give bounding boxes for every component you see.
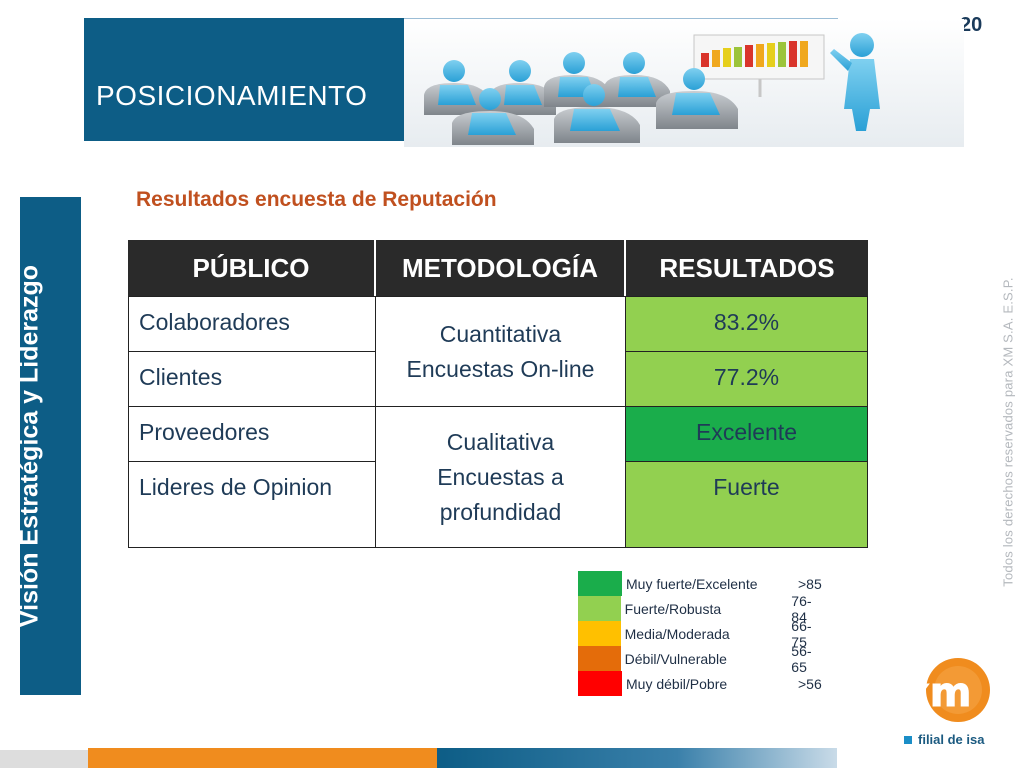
copyright-notice: Todos los derechos reservados para XM S.…	[1000, 277, 1016, 587]
result-clientes: 77.2%	[625, 351, 868, 407]
footer-bar-blue	[437, 748, 837, 768]
legend-swatch-debil	[578, 646, 621, 671]
result-lideres: Fuerte	[625, 461, 868, 548]
method-cell-cuantitativa: Cuantitativa Encuestas On-line	[375, 296, 626, 407]
row-publico-colaboradores: Colaboradores	[128, 296, 376, 352]
header-title: POSICIONAMIENTO	[96, 80, 368, 111]
legend-range-media: 66-75	[791, 617, 812, 650]
presenter-figure	[830, 33, 880, 131]
row-publico-proveedores: Proveedores	[128, 406, 376, 462]
legend-row-fuerte: Fuerte/Robusta 76-84	[578, 593, 826, 625]
header-divider	[404, 18, 838, 19]
legend-label-muy-fuerte: Muy fuerte/Excelente	[626, 575, 758, 592]
logo-square-icon	[904, 735, 912, 744]
legend-label-media: Media/Moderada	[624, 625, 730, 642]
logo-subtitle: filial de isa	[904, 732, 984, 747]
legend-swatch-muy-debil	[578, 671, 622, 696]
legend-range-muy-fuerte: >85	[798, 575, 822, 592]
result-colaboradores: 83.2%	[625, 296, 868, 352]
legend-row-media: Media/Moderada 66-75	[578, 618, 826, 650]
xm-logo: xm	[904, 658, 990, 722]
page-number: 20	[960, 14, 983, 36]
legend-row-debil: Débil/Vulnerable 56-65	[578, 643, 826, 675]
legend-swatch-fuerte	[578, 596, 621, 621]
presentation-board-chart	[701, 41, 808, 67]
legend-label-debil: Débil/Vulnerable	[624, 650, 727, 667]
method-cualitativa-type: Cualitativa	[446, 428, 555, 455]
footer-bar-orange	[88, 748, 437, 768]
side-banner	[20, 197, 81, 695]
legend-label-fuerte: Fuerte/Robusta	[624, 600, 722, 617]
method-cell-cualitativa: Cualitativa Encuestas a profundidad	[375, 406, 626, 548]
method-cuantitativa-detail: Encuestas On-line	[406, 355, 595, 382]
method-cualitativa-detail: Encuestas a profundidad	[437, 463, 564, 525]
svg-text:xm: xm	[904, 670, 971, 716]
legend-range-fuerte: 76-84	[791, 592, 812, 625]
legend-range-muy-debil: >56	[798, 675, 822, 692]
row-publico-clientes: Clientes	[128, 351, 376, 407]
legend-row-muy-fuerte: Muy fuerte/Excelente >85	[578, 571, 826, 596]
footer-bar-gray	[0, 750, 88, 768]
legend-swatch-media	[578, 621, 621, 646]
survey-title: Resultados encuesta de Reputación	[136, 188, 497, 211]
header-illustration	[404, 19, 964, 147]
legend-row-muy-debil: Muy débil/Pobre >56	[578, 671, 826, 696]
row-publico-lideres: Lideres de Opinion	[128, 461, 376, 548]
logo-subtitle-text: filial de isa	[918, 732, 985, 747]
header-title-box: POSICIONAMIENTO	[84, 18, 404, 141]
side-banner-title: Visión Estratégica y Liderazgo	[15, 264, 44, 628]
column-header-publico: PÚBLICO	[128, 240, 374, 296]
legend-label-muy-debil: Muy débil/Pobre	[626, 675, 728, 692]
result-proveedores: Excelente	[625, 406, 868, 462]
audience-figures	[424, 52, 738, 145]
column-header-resultados: RESULTADOS	[626, 240, 868, 296]
method-cuantitativa-type: Cuantitativa	[439, 320, 562, 347]
legend-swatch-muy-fuerte	[578, 571, 622, 596]
legend-range-debil: 56-65	[791, 642, 812, 675]
column-header-metodologia: METODOLOGÍA	[376, 240, 624, 296]
